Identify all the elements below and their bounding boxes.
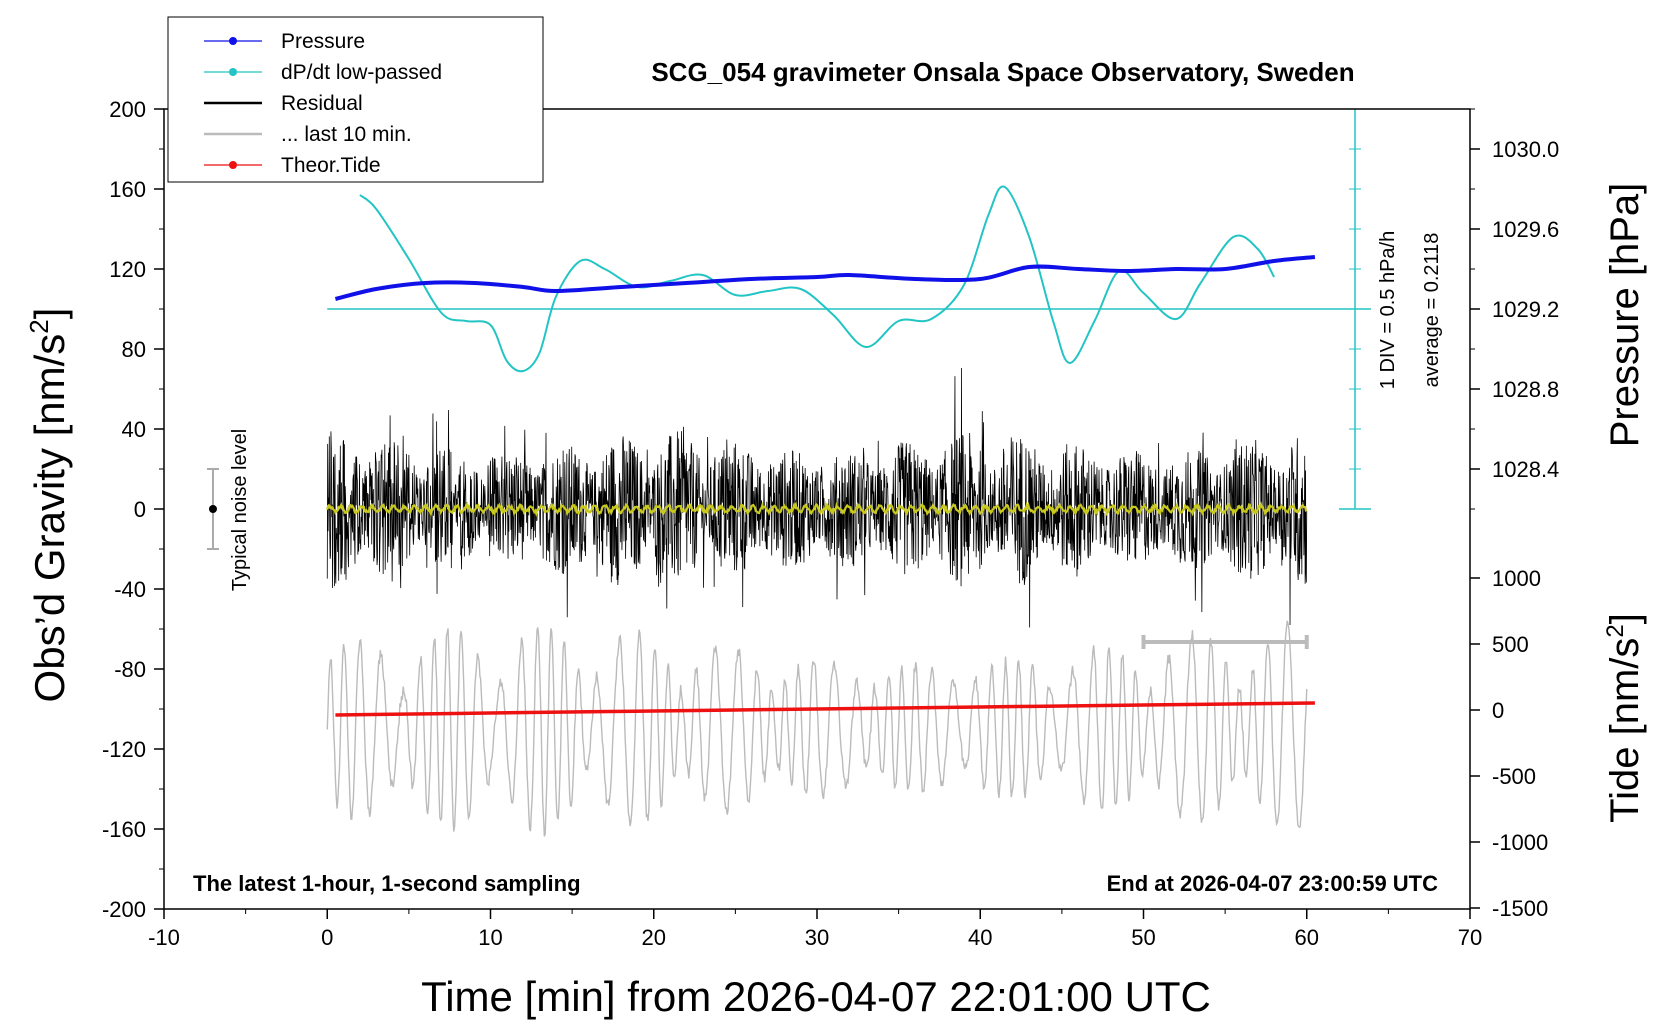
- x-tick-label: 0: [321, 925, 333, 950]
- pressure-tick-label: 1028.4: [1492, 457, 1559, 482]
- tide-tick-label: 500: [1492, 632, 1529, 657]
- legend-swatch-marker: [229, 37, 237, 45]
- residual-series-line: [326, 367, 1308, 628]
- legend-entry-label: Pressure: [281, 30, 365, 53]
- x-tick-label: 70: [1458, 925, 1482, 950]
- noise-level-point: [208, 505, 217, 513]
- legend-entry-label: ... last 10 min.: [281, 123, 412, 146]
- x-tick-label: 10: [478, 925, 502, 950]
- residual-lowpass-line: [326, 500, 1308, 518]
- y-tick-label: -40: [114, 577, 146, 602]
- axes-layer: -10 0 10 20 30 40 50 60 70 200 160 120 80 40 0 -40 -80 -1…: [102, 97, 1559, 950]
- x-tick-label: 30: [805, 925, 829, 950]
- legend-swatch-marker: [229, 68, 237, 76]
- y-axis-title-text: Obs’d Gravity [nm/s: [26, 334, 73, 703]
- x-tick-label: 60: [1295, 925, 1319, 950]
- tide-tick-label: -1000: [1492, 830, 1548, 855]
- y-axis-title-superscript: 2: [24, 319, 54, 333]
- legend-entry-label: Residual: [281, 92, 363, 115]
- y-tick-label: 0: [134, 497, 146, 522]
- y-axis-title-left: Obs’d Gravity [nm/s2]: [24, 308, 73, 703]
- legend-box: [167, 16, 544, 183]
- tide-tick-label: -500: [1492, 764, 1536, 789]
- y-tick-label: -80: [114, 657, 146, 682]
- tide-series-line: [335, 701, 1315, 717]
- note-end-time: End at 2026-04-07 23:00:59 UTC: [1107, 871, 1438, 896]
- dpdt-average-label: average = 0.2118: [1421, 233, 1443, 388]
- y-tick-label: 120: [109, 257, 146, 282]
- pressure-tick-label: 1030.0: [1492, 137, 1559, 162]
- x-axis-title: Time [min] from 2026-04-07 22:01:00 UTC: [421, 973, 1211, 1020]
- pressure-tick-label: 1029.2: [1492, 297, 1559, 322]
- chart-title: SCG_054 gravimeter Onsala Space Observat…: [651, 57, 1354, 87]
- x-tick-label: -10: [148, 925, 180, 950]
- x-tick-label: 50: [1131, 925, 1155, 950]
- pressure-tick-label: 1029.6: [1492, 217, 1559, 242]
- x-tick-label: 40: [968, 925, 992, 950]
- y-tick-label: 80: [122, 337, 146, 362]
- tide-title-close: ]: [1603, 613, 1647, 624]
- note-sampling: The latest 1-hour, 1-second sampling: [193, 871, 581, 896]
- y-tick-label: -200: [102, 897, 146, 922]
- legend-entry-label: Theor.Tide: [281, 154, 381, 177]
- tide-tick-label: -1500: [1492, 896, 1548, 921]
- tide-tick-label: 0: [1492, 698, 1504, 723]
- noise-level-label: Typical noise level: [229, 429, 251, 591]
- pressure-tick-label: 1028.8: [1492, 377, 1559, 402]
- y-tick-label: 160: [109, 177, 146, 202]
- tide-tick-label: 1000: [1492, 566, 1541, 591]
- tide-title-superscript: 2: [1602, 624, 1629, 637]
- y-tick-label: -160: [102, 817, 146, 842]
- legend: Pressure dP/dt low-passed Residual ... last…: [167, 16, 544, 183]
- legend-swatch-marker: [229, 161, 237, 169]
- dpdt-scale-label: 1 DIV = 0.5 hPa/h: [1377, 231, 1399, 389]
- y-axis-title-close: ]: [26, 308, 73, 320]
- plot-series-layer: [326, 185, 1316, 837]
- y-axis-title-tide: Tide [nm/s2]: [1602, 613, 1647, 823]
- legend-entry-label: dP/dt low-passed: [281, 61, 442, 84]
- y-tick-label: -120: [102, 737, 146, 762]
- last-10-min-series-line: [326, 620, 1308, 837]
- y-tick-label: 200: [109, 97, 146, 122]
- y-axis-title-pressure: Pressure [hPa]: [1603, 183, 1647, 448]
- plot-marks-layer: [206, 108, 1371, 649]
- pressure-series-line: [334, 255, 1316, 301]
- y-tick-label: 40: [122, 417, 146, 442]
- tide-title-text: Tide [nm/s: [1603, 638, 1647, 823]
- x-tick-label: 20: [642, 925, 666, 950]
